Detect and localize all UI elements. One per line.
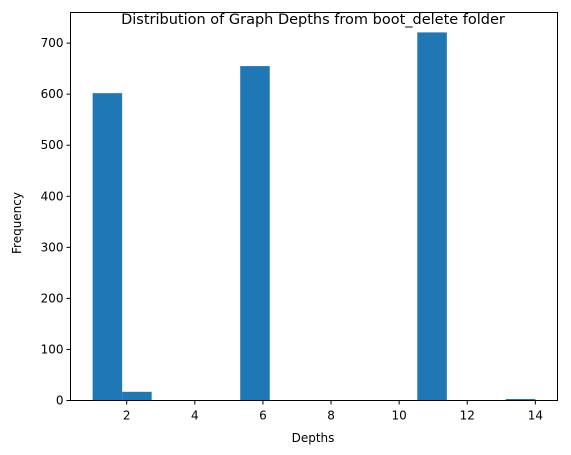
histogram-bar-1	[122, 391, 152, 401]
histogram-bar-14	[505, 398, 536, 401]
bars-group	[92, 32, 536, 401]
x-tick-label: 4	[191, 409, 199, 423]
plot-frame	[70, 12, 558, 401]
histogram-bar-11	[417, 32, 447, 401]
histogram-bar-0	[92, 93, 123, 401]
y-tick-label: 300	[41, 240, 64, 254]
y-tick-label: 200	[41, 291, 64, 305]
y-axis-ticks: 0 100 200 300 400 500 600 700	[41, 36, 71, 408]
y-tick-label: 600	[41, 87, 64, 101]
x-tick-label: 14	[528, 409, 543, 423]
x-tick-label: 10	[391, 409, 406, 423]
histogram-bar-5	[240, 66, 270, 401]
y-tick-label: 500	[41, 138, 64, 152]
x-axis-ticks: 2 4 6 8 10 12 14	[123, 400, 543, 423]
x-axis-label: Depths	[292, 431, 335, 445]
y-axis-label: Frequency	[10, 192, 24, 254]
y-tick-label: 0	[56, 394, 64, 408]
chart-title: Distribution of Graph Depths from boot_d…	[121, 12, 505, 28]
x-tick-label: 8	[327, 409, 335, 423]
x-tick-label: 6	[259, 409, 267, 423]
x-tick-label: 2	[123, 409, 131, 423]
y-tick-label: 400	[41, 189, 64, 203]
x-tick-label: 12	[460, 409, 475, 423]
y-tick-label: 700	[41, 36, 64, 50]
y-tick-label: 100	[41, 342, 64, 356]
